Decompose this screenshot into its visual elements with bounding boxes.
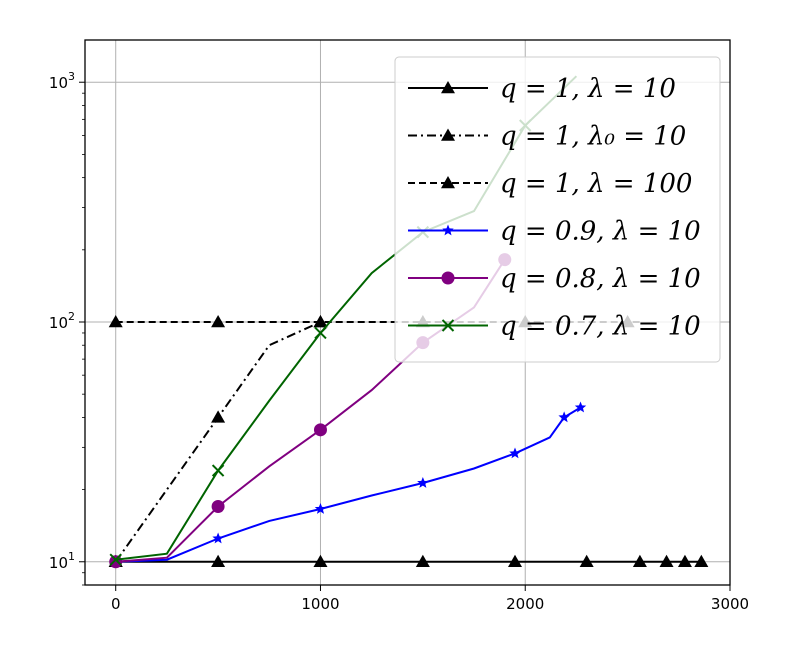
plot-frame — [84, 39, 731, 586]
series — [108, 554, 709, 568]
legend-label: q = 1, λ = 10 — [500, 74, 676, 104]
triangle-marker — [694, 554, 709, 568]
legend-label: q = 0.9, λ = 10 — [500, 217, 701, 247]
x-tick-label: 3000 — [711, 595, 749, 613]
y-tick-label: 101 — [49, 550, 75, 572]
y-tick-label: 103 — [49, 70, 75, 92]
ticks: 0 1000 2000 3000 101 102 103 — [49, 70, 749, 613]
triangle-marker — [677, 554, 692, 568]
legend-item: q = 1, λ = 10 — [408, 74, 676, 104]
x-marker — [441, 319, 455, 332]
star-marker — [442, 224, 454, 236]
series-line — [114, 321, 321, 563]
x-tick-label: 1000 — [301, 595, 339, 613]
star-marker — [574, 401, 587, 413]
triangle-marker — [211, 314, 226, 328]
circle-marker — [313, 423, 327, 437]
triangle-marker — [313, 314, 328, 328]
star-marker — [558, 411, 570, 423]
triangle-marker — [441, 81, 455, 94]
legend-item: q = 0.8, λ = 10 — [408, 264, 701, 294]
x-marker — [211, 464, 225, 477]
legend-label: q = 1, λ = 100 — [500, 169, 692, 199]
legend: q = 1, λ = 10 q = 1, λ₀ = 10 q = 1, λ = 10… — [394, 56, 721, 363]
circle-marker — [109, 555, 123, 569]
series-line — [115, 406, 582, 563]
star-marker — [314, 502, 327, 514]
legend-item: q = 0.7, λ = 10 — [408, 312, 701, 342]
series — [108, 314, 328, 568]
triangle-marker — [659, 554, 674, 568]
circle-marker — [211, 500, 225, 514]
star-marker — [509, 447, 521, 459]
star-marker — [417, 477, 429, 488]
legend-label: q = 1, λ₀ = 10 — [500, 122, 686, 152]
x-marker — [314, 326, 327, 340]
triangle-marker — [632, 554, 647, 568]
legend-item: q = 0.9, λ = 10 — [408, 217, 701, 247]
triangle-marker — [508, 554, 522, 568]
legend-label: q = 0.7, λ = 10 — [500, 312, 701, 342]
legend-item: q = 1, λ = 100 — [408, 169, 692, 199]
legend-box — [394, 56, 721, 363]
triangle-marker — [415, 554, 430, 568]
star-marker — [212, 532, 224, 544]
triangle-marker — [211, 410, 226, 423]
legend-item: q = 1, λ₀ = 10 — [408, 122, 686, 152]
triangle-marker — [313, 554, 328, 568]
triangle-marker — [108, 314, 123, 328]
y-tick-label: 102 — [49, 310, 75, 332]
x-tick-label: 0 — [111, 595, 121, 613]
triangle-marker — [441, 128, 455, 141]
triangle-marker — [579, 554, 594, 568]
legend-label: q = 0.8, λ = 10 — [500, 264, 701, 294]
triangle-marker — [211, 554, 226, 568]
circle-marker — [441, 271, 455, 285]
triangle-marker — [441, 176, 455, 189]
x-marker — [109, 553, 122, 566]
x-tick-label: 2000 — [506, 595, 544, 613]
